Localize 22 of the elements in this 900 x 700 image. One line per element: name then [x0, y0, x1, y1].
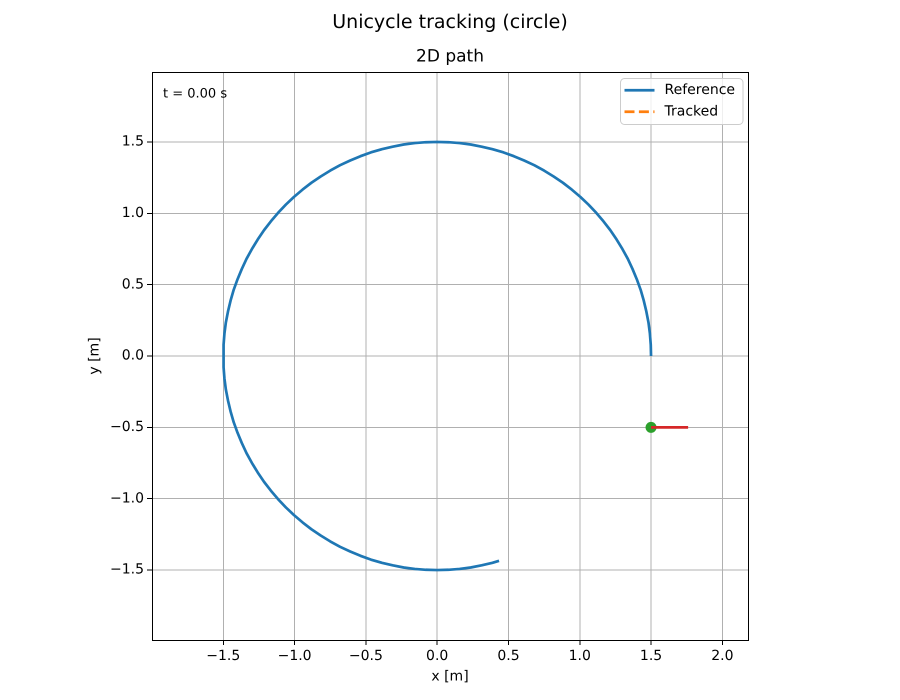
y-tick-label: 0.0	[122, 348, 144, 364]
x-tick-label: 1.5	[640, 648, 662, 664]
x-tick-label: 1.0	[568, 648, 591, 664]
x-tick-label: −1.0	[278, 648, 312, 664]
y-tick-label: −0.5	[110, 418, 144, 435]
legend-label: Reference	[664, 82, 735, 98]
x-tick-label: −1.5	[206, 648, 240, 664]
annotation: t = 0.00 s	[163, 86, 228, 102]
legend-label: Tracked	[664, 103, 718, 120]
y-tick-label: 1.0	[122, 204, 144, 221]
x-tick-label: −0.5	[348, 648, 383, 664]
y-axis-title: y [m]	[86, 337, 103, 375]
x-tick-label: 0.5	[497, 648, 520, 664]
y-tick-label: −1.5	[110, 562, 144, 578]
y-tick-label: −1.0	[110, 490, 144, 506]
y-tick-label: 1.5	[122, 134, 144, 150]
chart-subtitle: 2D path	[416, 46, 484, 66]
x-axis-title: x [m]	[431, 668, 469, 685]
x-tick-label: 0.0	[426, 648, 448, 664]
y-tick-label: 0.5	[122, 276, 144, 292]
x-tick-label: 2.0	[711, 648, 734, 664]
chart-title: Unicycle tracking (circle)	[332, 10, 568, 33]
